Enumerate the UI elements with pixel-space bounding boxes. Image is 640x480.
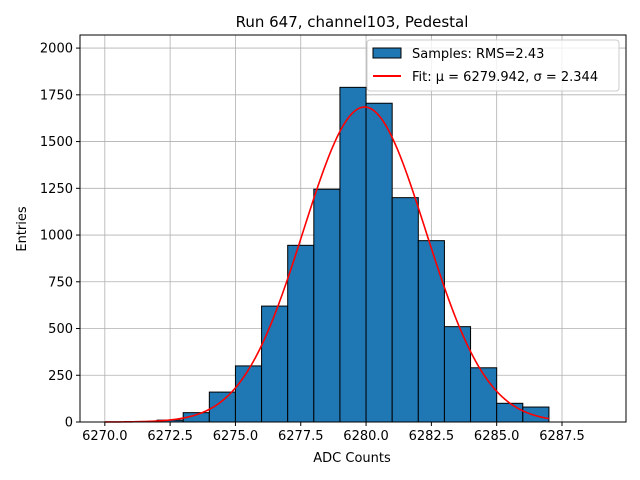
histogram-bar [443, 326, 472, 423]
histogram-bar [522, 406, 550, 423]
x-axis-ticks: 6270.0 6272.5 6275.0 6277.5 6280.0 6282.5 6285… [82, 422, 585, 444]
y-tick-label: 2000 [40, 42, 73, 57]
x-tick-label: 6277.5 [278, 429, 324, 444]
legend-histogram-label: Samples: RMS=2.43 [412, 47, 544, 62]
chart-title: Run 647, channel103, Pedestal [236, 13, 469, 31]
legend: Samples: RMS=2.43 Fit: μ = 6279.942, σ =… [366, 39, 620, 92]
x-tick-label: 6282.5 [409, 429, 455, 444]
y-tick-label: 1500 [40, 135, 73, 150]
y-tick-label: 1250 [40, 182, 73, 197]
histogram-bar [287, 244, 315, 423]
histogram-bar [470, 367, 498, 423]
x-axis-label: ADC Counts [313, 451, 391, 466]
x-tick-label: 6280.0 [343, 429, 389, 444]
y-tick-label: 1000 [40, 229, 73, 244]
histogram-bar [496, 402, 524, 423]
histogram-bar [365, 102, 393, 423]
y-axis-ticks: 0 250 500 750 1000 1250 1500 1750 2000 [40, 42, 80, 431]
legend-histogram-swatch [372, 47, 402, 59]
x-tick-label: 6272.5 [147, 429, 193, 444]
gaussian-fit-curve [104, 106, 550, 423]
histogram-bar [313, 188, 341, 423]
y-tick-label: 750 [48, 275, 73, 290]
histogram-bar [234, 365, 263, 423]
histogram-bar [391, 197, 419, 423]
fit-curve-group [104, 106, 550, 423]
y-tick-label: 250 [48, 369, 73, 384]
y-tick-label: 0 [65, 416, 73, 431]
x-tick-label: 6275.0 [213, 429, 259, 444]
legend-fit-label: Fit: μ = 6279.942, σ = 2.344 [412, 70, 598, 85]
x-tick-label: 6270.0 [82, 429, 128, 444]
x-tick-label: 6287.5 [539, 429, 585, 444]
legend-box [366, 39, 620, 92]
histogram-bar [339, 86, 367, 423]
histogram-bars [156, 86, 550, 423]
y-tick-label: 500 [48, 322, 73, 337]
y-tick-label: 1750 [40, 88, 73, 103]
y-axis-label: Entries [15, 206, 30, 252]
x-tick-label: 6285.0 [474, 429, 520, 444]
plot-frame [79, 34, 627, 423]
histogram-bar [417, 240, 445, 423]
histogram-bar [261, 305, 289, 423]
